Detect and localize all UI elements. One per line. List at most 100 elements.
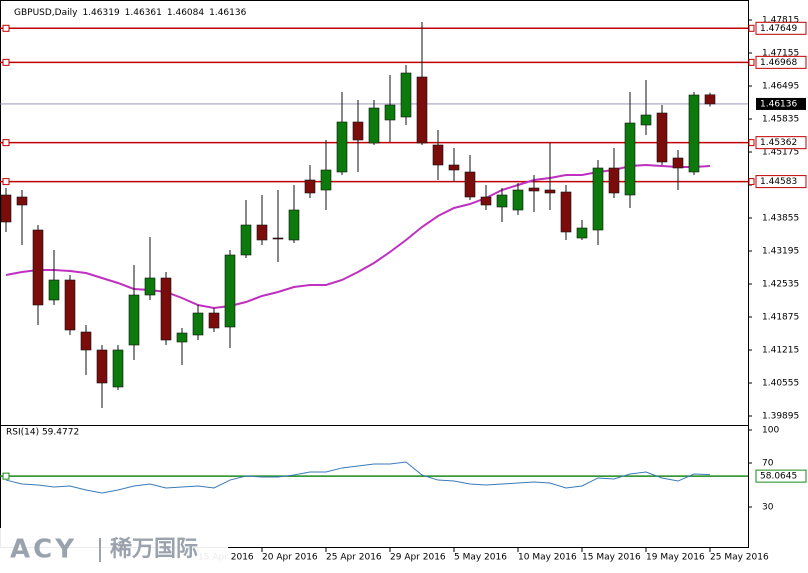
candle-body [512,189,524,211]
candle-body [624,122,636,196]
y-tick-label: 1.45835 [762,115,799,125]
level-handle [2,139,10,147]
y-tick-label: 1.47155 [762,49,799,59]
candle-body [144,277,156,296]
level-label: 1.46968 [760,58,797,68]
level-label: 1.47649 [760,24,797,34]
x-tick-label: 20 Apr 2016 [262,553,318,563]
candle-body [272,237,284,240]
candle-body [16,196,28,206]
candle-body [496,194,508,208]
candle-body [608,167,620,194]
candle-body [128,294,140,346]
candle-body [576,227,588,239]
level-label-box [755,55,807,69]
level-label: 58.0645 [760,472,797,482]
rsi-line [5,461,711,494]
y-tick-label: 1.41215 [762,346,799,356]
ohlc-value: 1.46361 [125,8,162,18]
candle-body [48,279,60,301]
candle-body [560,191,572,233]
x-tick-label: 29 Apr 2016 [390,553,446,563]
level-label: 1.45362 [760,138,797,148]
level-label-box [755,136,807,150]
candle-body [368,107,380,144]
candle-body [64,279,76,331]
level-handle [748,24,755,32]
candle-body [112,349,124,388]
level-handle [2,178,10,186]
x-tick-label: 25 May 2016 [710,553,769,563]
candle-body [384,104,396,121]
watermark-name: 稀万国际 [110,536,198,562]
candle-body [672,157,684,169]
x-tick-label: 15 May 2016 [582,553,641,563]
level-handle [2,58,10,66]
y-tick-label: 1.42535 [762,280,799,290]
candle-body [464,171,476,198]
moving-average [5,163,711,310]
candle-body [288,209,300,241]
current-price-label: 1.46136 [760,99,797,109]
symbol-title: GBPUSD,Daily [14,8,78,18]
chart-header: GBPUSD,Daily 1.46319 1.46361 1.46084 1.46136 [14,8,247,18]
watermark-backdrop [0,528,228,573]
indicator-title: RSI(14) 59.4772 [6,428,79,438]
ohlc-value: 1.46136 [209,8,246,18]
y-tick-label: 100 [762,426,779,436]
level-handle [2,24,10,32]
y-tick-label: 70 [762,459,774,469]
x-tick-label: 5 May 2016 [454,553,507,563]
y-tick-label: 1.40555 [762,379,799,389]
candle-body [240,224,252,256]
candle-body [416,76,428,144]
y-tick-label: 1.39895 [762,412,799,422]
y-tick-label: 1.43855 [762,214,799,224]
candle-body [0,194,12,223]
x-tick-label: 25 Apr 2016 [326,553,382,563]
candle-body [640,114,652,126]
candle-body [80,331,92,351]
candle-body [400,72,412,118]
level-handle [2,472,10,480]
candle-body [352,121,364,141]
candle-body [320,169,332,191]
x-tick-label: 10 May 2016 [518,553,577,563]
candle-body [224,254,236,328]
y-tick-label: 1.45175 [762,148,799,158]
candle-body [656,112,668,163]
level-label-box [755,469,807,483]
y-tick-label: 1.43195 [762,247,799,257]
level-handle [748,139,755,147]
watermark-brand: ACY [10,535,77,565]
current-price-box [756,97,806,110]
candle-body [304,179,316,194]
ohlc-value: 1.46084 [167,8,204,18]
x-tick-label: 19 May 2016 [646,553,705,563]
candle-body [448,164,460,171]
candle-body [32,229,44,306]
candle-body [480,196,492,206]
candle-body [192,312,204,336]
y-tick-label: 1.47815 [762,16,799,26]
level-handle [748,178,755,186]
candle-body [592,167,604,231]
ohlc-value: 1.46319 [82,8,119,18]
candle-body [160,277,172,341]
level-label: 1.44583 [760,177,797,187]
level-label-box [755,175,807,189]
y-tick-label: 1.46495 [762,82,799,92]
candle-body [688,94,700,173]
candle-body [176,332,188,343]
candle-body [208,312,220,329]
candle-body [528,187,540,192]
candle-body [336,121,348,173]
y-tick-label: 1.41875 [762,313,799,323]
level-handle [748,58,755,66]
candle-body [256,224,268,241]
candle-body [96,349,108,384]
y-tick-label: 30 [762,503,774,513]
level-label-box [755,21,807,35]
candle-body [544,189,556,194]
